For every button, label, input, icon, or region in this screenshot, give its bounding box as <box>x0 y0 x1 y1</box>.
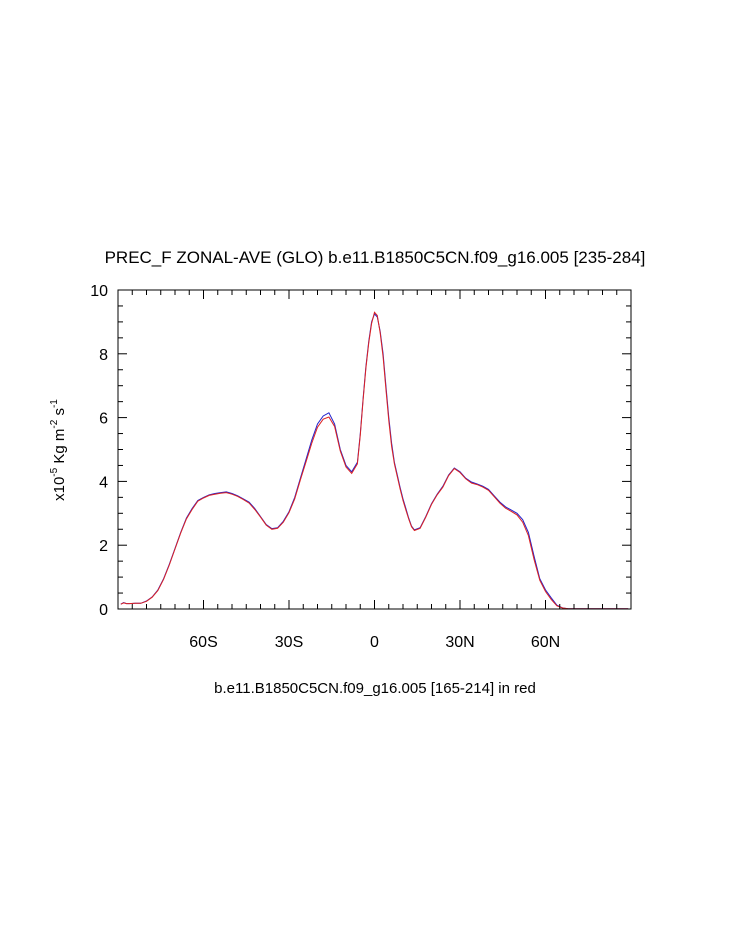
y-axis-label-exp: -5 <box>49 467 60 476</box>
x-tick-label: 0 <box>370 634 379 651</box>
y-tick-label: 4 <box>99 474 108 491</box>
y-axis-label-exp2: -2 <box>49 419 60 428</box>
plot-frame <box>117 289 632 610</box>
y-axis-label-base: x10 <box>51 477 68 501</box>
y-tick-label: 10 <box>90 283 108 300</box>
series-line-2 <box>120 311 629 610</box>
y-tick-label: 2 <box>99 538 108 555</box>
chart-title: PREC_F ZONAL-AVE (GLO) b.e11.B1850C5CN.f… <box>105 248 646 267</box>
series-layer <box>120 311 629 610</box>
x-tick-label: 30S <box>275 634 303 651</box>
y-axis-label-unit1: Kg m <box>51 429 68 468</box>
x-axis-label: b.e11.B1850C5CN.f09_g16.005 [165-214] in… <box>214 680 536 697</box>
y-tick-label: 8 <box>99 347 108 364</box>
series-line-1 <box>120 312 629 610</box>
y-axis-ticks: 0 2 4 6 8 10 <box>90 283 631 619</box>
y-tick-label: 6 <box>99 411 108 428</box>
y-tick-label: 0 <box>99 602 108 619</box>
x-tick-label: 60N <box>531 634 560 651</box>
x-tick-label: 60S <box>189 634 217 651</box>
x-axis-ticks: 60S 30S 0 30N 60N <box>117 290 632 651</box>
y-axis-label: x10-5 Kg m-2 s-1 <box>49 399 68 501</box>
x-tick-label: 30N <box>445 634 474 651</box>
y-axis-label-unit2: s <box>51 408 68 420</box>
y-axis-label-exp3: -1 <box>49 399 60 408</box>
